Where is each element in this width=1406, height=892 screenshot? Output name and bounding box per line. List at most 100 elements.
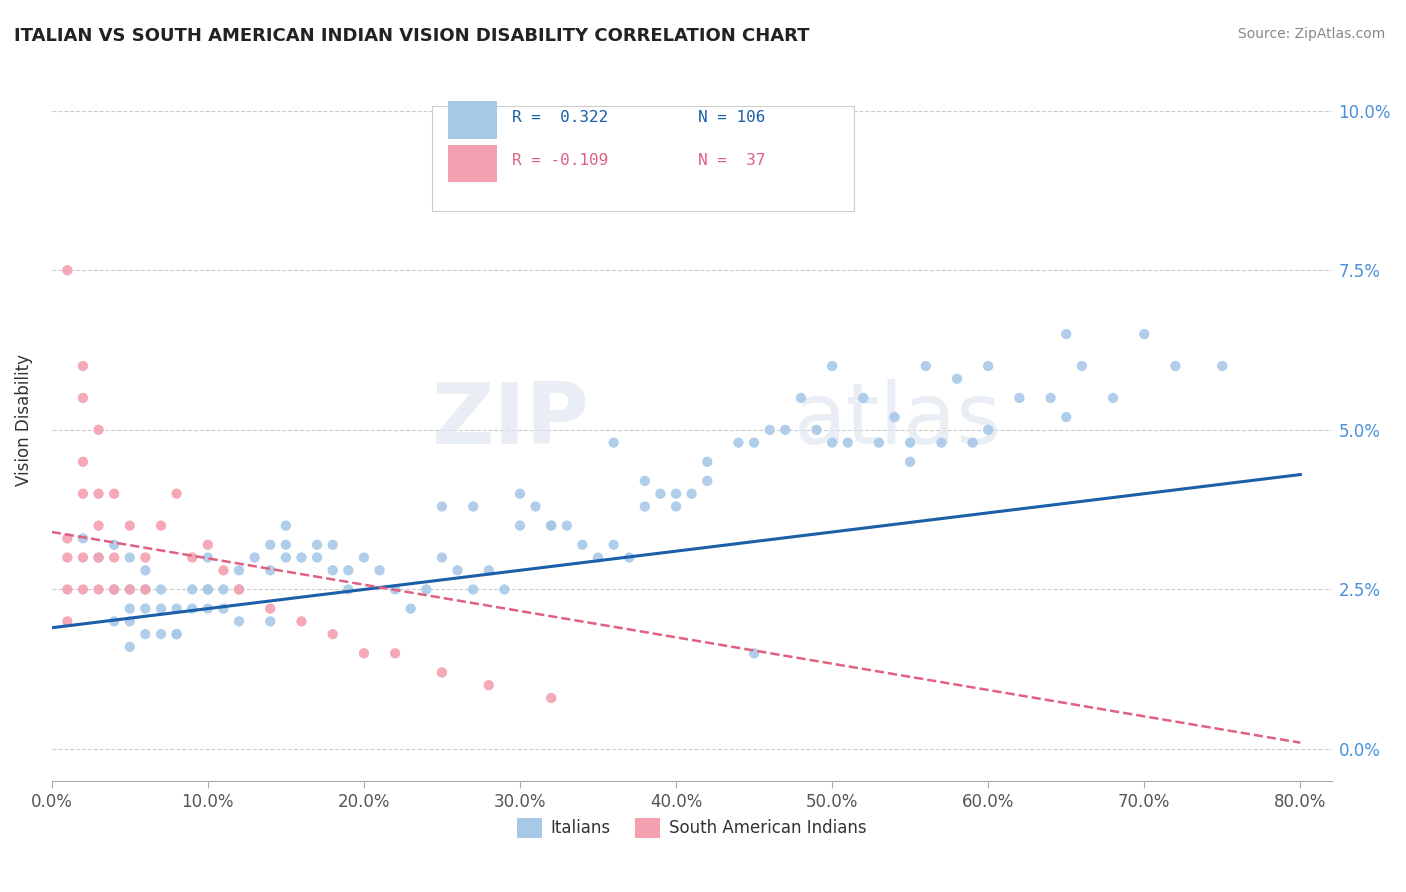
Point bbox=[197, 601, 219, 615]
Point bbox=[1164, 359, 1187, 373]
Point bbox=[384, 646, 406, 660]
Point bbox=[602, 538, 624, 552]
Point bbox=[212, 582, 235, 597]
Point bbox=[322, 627, 344, 641]
Point bbox=[602, 435, 624, 450]
Point bbox=[353, 550, 375, 565]
Point bbox=[212, 563, 235, 577]
Text: Source: ZipAtlas.com: Source: ZipAtlas.com bbox=[1237, 27, 1385, 41]
Point bbox=[118, 601, 141, 615]
Text: R = -0.109: R = -0.109 bbox=[512, 153, 609, 168]
Point bbox=[430, 550, 453, 565]
Point bbox=[634, 474, 657, 488]
Point bbox=[72, 582, 94, 597]
Point bbox=[259, 601, 281, 615]
Point bbox=[150, 582, 173, 597]
Point bbox=[977, 359, 1000, 373]
Point bbox=[134, 601, 156, 615]
Point bbox=[103, 582, 125, 597]
Point bbox=[87, 550, 110, 565]
Point bbox=[586, 550, 609, 565]
Point bbox=[274, 550, 297, 565]
Point bbox=[946, 372, 969, 386]
Point bbox=[118, 640, 141, 654]
Point bbox=[1133, 327, 1156, 342]
Point bbox=[962, 435, 984, 450]
Point bbox=[1008, 391, 1031, 405]
Point bbox=[821, 435, 844, 450]
Point bbox=[868, 435, 890, 450]
Point bbox=[134, 627, 156, 641]
Point bbox=[478, 678, 501, 692]
Point bbox=[228, 563, 250, 577]
Point bbox=[1070, 359, 1092, 373]
Point bbox=[243, 550, 266, 565]
Point bbox=[634, 500, 657, 514]
Point bbox=[571, 538, 593, 552]
Text: N = 106: N = 106 bbox=[697, 110, 765, 125]
FancyBboxPatch shape bbox=[449, 102, 498, 139]
Point bbox=[742, 646, 765, 660]
FancyBboxPatch shape bbox=[449, 145, 498, 182]
Point bbox=[56, 532, 79, 546]
Point bbox=[259, 615, 281, 629]
Y-axis label: Vision Disability: Vision Disability bbox=[15, 354, 32, 486]
Point bbox=[134, 550, 156, 565]
Point bbox=[509, 486, 531, 500]
Point bbox=[228, 615, 250, 629]
Point bbox=[103, 538, 125, 552]
Point bbox=[87, 550, 110, 565]
Point bbox=[259, 563, 281, 577]
Point bbox=[540, 518, 562, 533]
Point bbox=[931, 435, 953, 450]
Text: N =  37: N = 37 bbox=[697, 153, 765, 168]
Point bbox=[463, 500, 485, 514]
Point bbox=[307, 538, 329, 552]
Point bbox=[478, 563, 501, 577]
Point bbox=[1054, 410, 1077, 425]
Point bbox=[87, 518, 110, 533]
Point bbox=[790, 391, 813, 405]
Point bbox=[87, 582, 110, 597]
Point bbox=[166, 627, 188, 641]
Point bbox=[197, 582, 219, 597]
Point bbox=[322, 563, 344, 577]
Point bbox=[72, 550, 94, 565]
Point bbox=[446, 563, 468, 577]
Point bbox=[103, 486, 125, 500]
Point bbox=[72, 455, 94, 469]
Point bbox=[1211, 359, 1233, 373]
Point bbox=[650, 486, 672, 500]
Point bbox=[775, 423, 797, 437]
Point bbox=[259, 538, 281, 552]
Point bbox=[883, 410, 905, 425]
Point bbox=[821, 359, 844, 373]
Point bbox=[197, 538, 219, 552]
Text: ITALIAN VS SOUTH AMERICAN INDIAN VISION DISABILITY CORRELATION CHART: ITALIAN VS SOUTH AMERICAN INDIAN VISION … bbox=[14, 27, 810, 45]
Point bbox=[212, 601, 235, 615]
Point bbox=[898, 455, 921, 469]
Point bbox=[166, 627, 188, 641]
Point bbox=[72, 391, 94, 405]
Point bbox=[898, 435, 921, 450]
Point bbox=[87, 486, 110, 500]
Point bbox=[150, 518, 173, 533]
Point bbox=[118, 550, 141, 565]
Point bbox=[118, 518, 141, 533]
Point bbox=[56, 263, 79, 277]
Legend: Italians, South American Indians: Italians, South American Indians bbox=[510, 811, 873, 845]
Point bbox=[228, 582, 250, 597]
Point bbox=[118, 582, 141, 597]
Point bbox=[399, 601, 422, 615]
Point bbox=[1102, 391, 1125, 405]
Point bbox=[103, 550, 125, 565]
Point bbox=[72, 359, 94, 373]
Point bbox=[134, 582, 156, 597]
Point bbox=[1039, 391, 1062, 405]
Point bbox=[463, 582, 485, 597]
Point bbox=[166, 601, 188, 615]
Point bbox=[681, 486, 703, 500]
Point bbox=[197, 582, 219, 597]
Point bbox=[509, 518, 531, 533]
Point bbox=[540, 518, 562, 533]
